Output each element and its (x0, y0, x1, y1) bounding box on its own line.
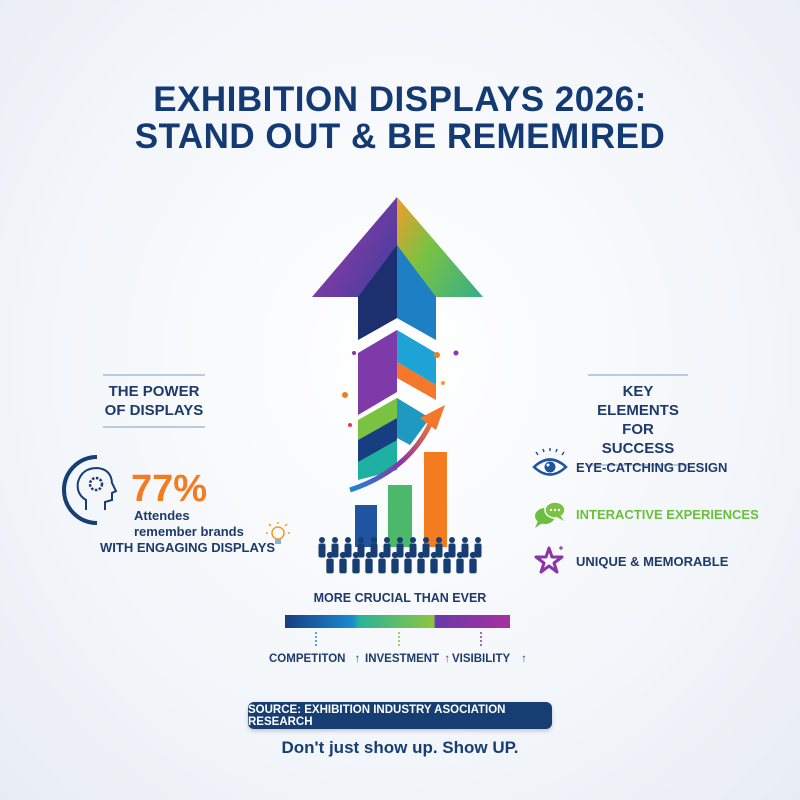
person-icon (319, 537, 325, 543)
bar-connectors (315, 632, 482, 648)
person-icon (339, 558, 347, 574)
person-icon (339, 551, 347, 559)
person-icon (456, 558, 464, 574)
person-icon (371, 537, 377, 543)
person-icon (331, 543, 339, 558)
person-icon (326, 551, 334, 559)
person-icon (461, 543, 469, 558)
tagline: Don't just show up. Show UP. (281, 738, 519, 757)
segment-investment: INVESTMENT ↑ (365, 653, 450, 665)
eye-icon (532, 448, 568, 476)
segment-label: INVESTMENT (365, 653, 440, 665)
person-icon (430, 558, 438, 574)
person-icon (344, 543, 352, 558)
stat-line-2: remember brands (134, 524, 244, 539)
stat-line-3: WITH ENGAGING DISPLAYS (100, 540, 276, 555)
stat-value: 77% (131, 468, 208, 510)
person-icon (352, 551, 360, 559)
head-gear-icon (62, 455, 118, 525)
person-icon (397, 537, 403, 543)
header-line: OF DISPLAYS (104, 402, 204, 419)
person-icon (475, 537, 481, 543)
person-icon (358, 537, 364, 543)
person-icon (462, 537, 468, 543)
power-of-displays-header: THE POWER OF DISPLAYS (103, 374, 205, 428)
person-icon (391, 551, 399, 559)
segment-label: COMPETITON (269, 653, 346, 665)
segment-visibility: VISIBILITY ↑ (452, 653, 527, 665)
decorative-dots (342, 350, 459, 427)
person-icon (423, 537, 429, 543)
person-icon (469, 551, 477, 559)
person-icon (474, 543, 482, 558)
person-icon (417, 551, 425, 559)
crowd-of-people (318, 537, 482, 574)
person-icon (410, 537, 416, 543)
person-icon (436, 537, 442, 543)
header-line: KEY ELEMENTS (597, 383, 679, 419)
person-icon (404, 558, 412, 574)
header-line: THE POWER (108, 383, 200, 400)
person-icon (365, 551, 373, 559)
up-arrow-icon: ↑ (354, 653, 361, 665)
bar-title: MORE CRUCIAL THAN EVER (313, 591, 487, 605)
person-icon (326, 558, 334, 574)
person-icon (435, 543, 443, 558)
person-icon (352, 558, 360, 574)
lightbulb-icon (266, 522, 290, 544)
chat-bubbles-icon (535, 501, 566, 528)
up-arrow-icon: ↑ (521, 653, 527, 665)
person-icon (443, 558, 451, 574)
arrow-head (312, 197, 483, 340)
person-icon (430, 551, 438, 559)
person-icon (422, 543, 430, 558)
key-element-interactive: INTERACTIVE EXPERIENCES (576, 507, 759, 522)
segment-competition: COMPETITON ↑ (269, 653, 360, 665)
person-icon (365, 558, 373, 574)
star-icon (534, 546, 564, 574)
person-icon (449, 537, 455, 543)
person-icon (370, 543, 378, 558)
person-icon (383, 543, 391, 558)
header-line: FOR SUCCESS (601, 421, 675, 457)
title-line-1: EXHIBITION DISPLAYS 2026: (153, 80, 647, 119)
person-icon (396, 543, 404, 558)
segment-label: VISIBILITY (452, 653, 510, 665)
chevron-segments (349, 330, 445, 493)
key-element-eye-catching: EYE-CATCHING DESIGN (576, 460, 728, 475)
person-icon (378, 551, 386, 559)
person-icon (443, 551, 451, 559)
crucial-gradient-bar (285, 615, 510, 628)
person-icon (378, 558, 386, 574)
key-elements-header: KEY ELEMENTS FOR SUCCESS (588, 374, 688, 466)
key-element-unique: UNIQUE & MEMORABLE (576, 554, 729, 569)
person-icon (332, 537, 338, 543)
growth-bars (355, 452, 447, 547)
source-badge: SOURCE: EXHIBITION INDUSTRY ASOCIATION R… (248, 702, 552, 729)
person-icon (391, 558, 399, 574)
person-icon (417, 558, 425, 574)
person-icon (409, 543, 417, 558)
person-icon (404, 551, 412, 559)
person-icon (469, 558, 477, 574)
person-icon (318, 543, 326, 558)
up-arrow-icon: ↑ (444, 653, 451, 665)
person-icon (357, 543, 365, 558)
title-line-2: STAND OUT & BE REMEMIRED (134, 117, 666, 156)
person-icon (345, 537, 351, 543)
person-icon (448, 543, 456, 558)
person-icon (384, 537, 390, 543)
stat-line-1: Attendes (134, 508, 190, 523)
person-icon (456, 551, 464, 559)
